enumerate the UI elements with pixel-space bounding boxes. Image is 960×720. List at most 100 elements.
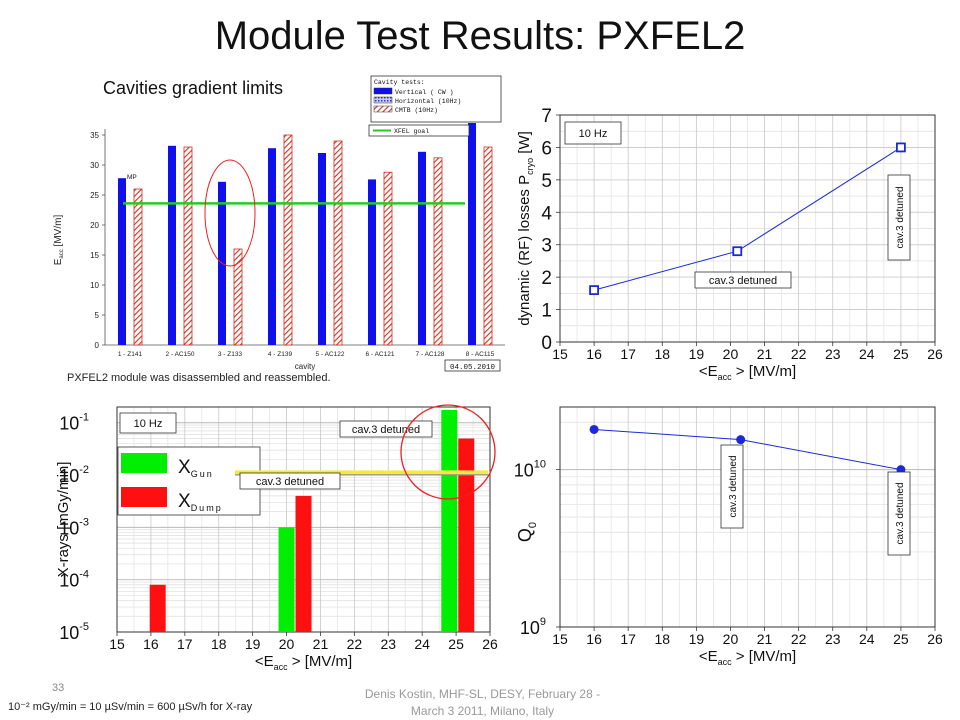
bar-xdump: [458, 438, 475, 632]
x-tick-label: 16: [586, 631, 602, 647]
bar-cmtb: [183, 146, 193, 346]
freq-label: 10 Hz: [134, 418, 163, 430]
detuned-label-box: [694, 271, 792, 289]
x-tick-label: 19: [245, 636, 261, 652]
x-axis-label: <Eacc > [MV/m]: [255, 653, 352, 672]
y-tick-label: 5: [95, 311, 100, 320]
x-tick-label: 21: [757, 631, 773, 647]
x-tick-label: 22: [791, 346, 807, 362]
y-tick-label: 30: [90, 161, 99, 170]
bar-vertical: [268, 148, 276, 345]
x-tick-label: 2 - AC150: [166, 351, 195, 358]
y-tick-label: 7: [541, 106, 552, 127]
y-tick-label: 10-1: [59, 412, 89, 434]
legend-swatch: [121, 487, 167, 507]
legend-box: [370, 75, 502, 123]
x-axis-label: <Eacc > [MV/m]: [699, 363, 796, 382]
bar-vertical: [318, 153, 326, 345]
x-tick-label: 21: [313, 636, 329, 652]
legend-entry: Horizontal (10Hz): [395, 98, 461, 105]
slide-title: Module Test Results: PXFEL2: [214, 14, 746, 58]
x-tick-label: 15: [552, 346, 568, 362]
y-tick-label: 6: [541, 138, 552, 159]
x-tick-label: 23: [825, 631, 841, 647]
x-tick-label: 26: [927, 631, 943, 647]
x-tick-label: 24: [414, 636, 430, 652]
bar-cmtb: [383, 171, 393, 346]
highlight-ellipse: [204, 159, 256, 267]
y-tick-label: 2: [541, 268, 552, 289]
detuned-label-2: cav.3 detuned: [352, 424, 420, 436]
data-point: [736, 435, 746, 445]
y-tick-label: 10-5: [59, 621, 89, 643]
detuned-label-vertical-box: [720, 444, 744, 529]
bar-xdump: [295, 495, 312, 632]
y-tick-label: 0: [95, 341, 100, 350]
legend-swatch: [373, 87, 393, 95]
page-number: 33: [52, 682, 65, 694]
x-tick-label: 20: [279, 636, 295, 652]
legend-goal-box: [368, 124, 470, 137]
bar-vertical: [118, 178, 126, 345]
data-point: [896, 142, 906, 153]
y-tick-label: 25: [90, 191, 99, 200]
bar-vertical: [468, 123, 476, 345]
date-box: [444, 359, 501, 372]
bar-vertical: [368, 179, 376, 345]
date-annotation: 04.05.2010: [450, 364, 496, 372]
x-tick-label: 26: [482, 636, 498, 652]
x-tick-label: 20: [723, 346, 739, 362]
legend-swatch: [373, 105, 393, 113]
data-point: [589, 285, 599, 296]
bar-cmtb: [433, 157, 443, 346]
mp-annotation: MP: [127, 174, 137, 181]
legend-swatch: [121, 453, 167, 473]
x-tick-label: 4 - Z139: [268, 351, 293, 358]
x-tick-label: 18: [654, 346, 670, 362]
legend-entry: Vertical ( CW ): [395, 89, 454, 96]
y-axis-label: Eacc [MV/m]: [53, 215, 65, 266]
bar-cmtb: [483, 146, 493, 346]
x-axis-label: <Eacc > [MV/m]: [699, 648, 796, 667]
bar-cmtb: [133, 188, 143, 346]
freq-label: 10 Hz: [579, 128, 608, 140]
x-tick-label: 22: [347, 636, 363, 652]
x-tick-label: 3 - Z133: [218, 351, 243, 358]
x-tick-label: 23: [380, 636, 396, 652]
x-tick-label: 18: [211, 636, 227, 652]
detuned-label-vertical-box: [887, 174, 911, 261]
data-point: [732, 246, 743, 257]
x-tick-label: 1 - Z141: [118, 351, 143, 358]
y-tick-label: 109: [520, 616, 546, 638]
legend-swatch: [373, 96, 393, 104]
y-tick-label: 3: [541, 236, 552, 257]
bar-xgun: [278, 527, 295, 632]
x-tick-label: 25: [448, 636, 464, 652]
chart-title: Cavities gradient limits: [103, 78, 283, 98]
bar-vertical: [168, 145, 176, 345]
detuned-label: cav.3 detuned: [256, 476, 324, 488]
unit-footnote: 10⁻² mGy/min = 10 µSv/min = 600 µSv/h fo…: [8, 701, 253, 713]
x-tick-label: 16: [586, 346, 602, 362]
x-tick-label: 17: [177, 636, 193, 652]
y-axis-label: Q0: [515, 522, 539, 542]
x-tick-label: 18: [654, 631, 670, 647]
y-tick-label: 4: [541, 203, 552, 224]
freq-label-box: [119, 412, 177, 434]
x-tick-label: 5 - AC122: [316, 351, 345, 358]
x-tick-label: 26: [927, 346, 943, 362]
highlight-circle: [400, 404, 496, 500]
freq-label-box: [564, 121, 622, 145]
detuned-label: cav.3 detuned: [709, 275, 777, 287]
x-tick-label: 6 - AC121: [366, 351, 395, 358]
plot-border: [559, 406, 936, 628]
detuned-label-box: [239, 472, 341, 490]
y-tick-label: 0: [541, 333, 552, 354]
y-axis-label: dynamic (RF) losses Pcryo [W]: [516, 131, 535, 326]
bar-cmtb: [283, 134, 293, 346]
x-tick-label: 23: [825, 346, 841, 362]
legend-goal-entry: XFEL goal: [394, 128, 429, 135]
detuned-label-vertical: cav.3 detuned: [728, 455, 739, 517]
x-axis-label: cavity: [295, 362, 315, 371]
